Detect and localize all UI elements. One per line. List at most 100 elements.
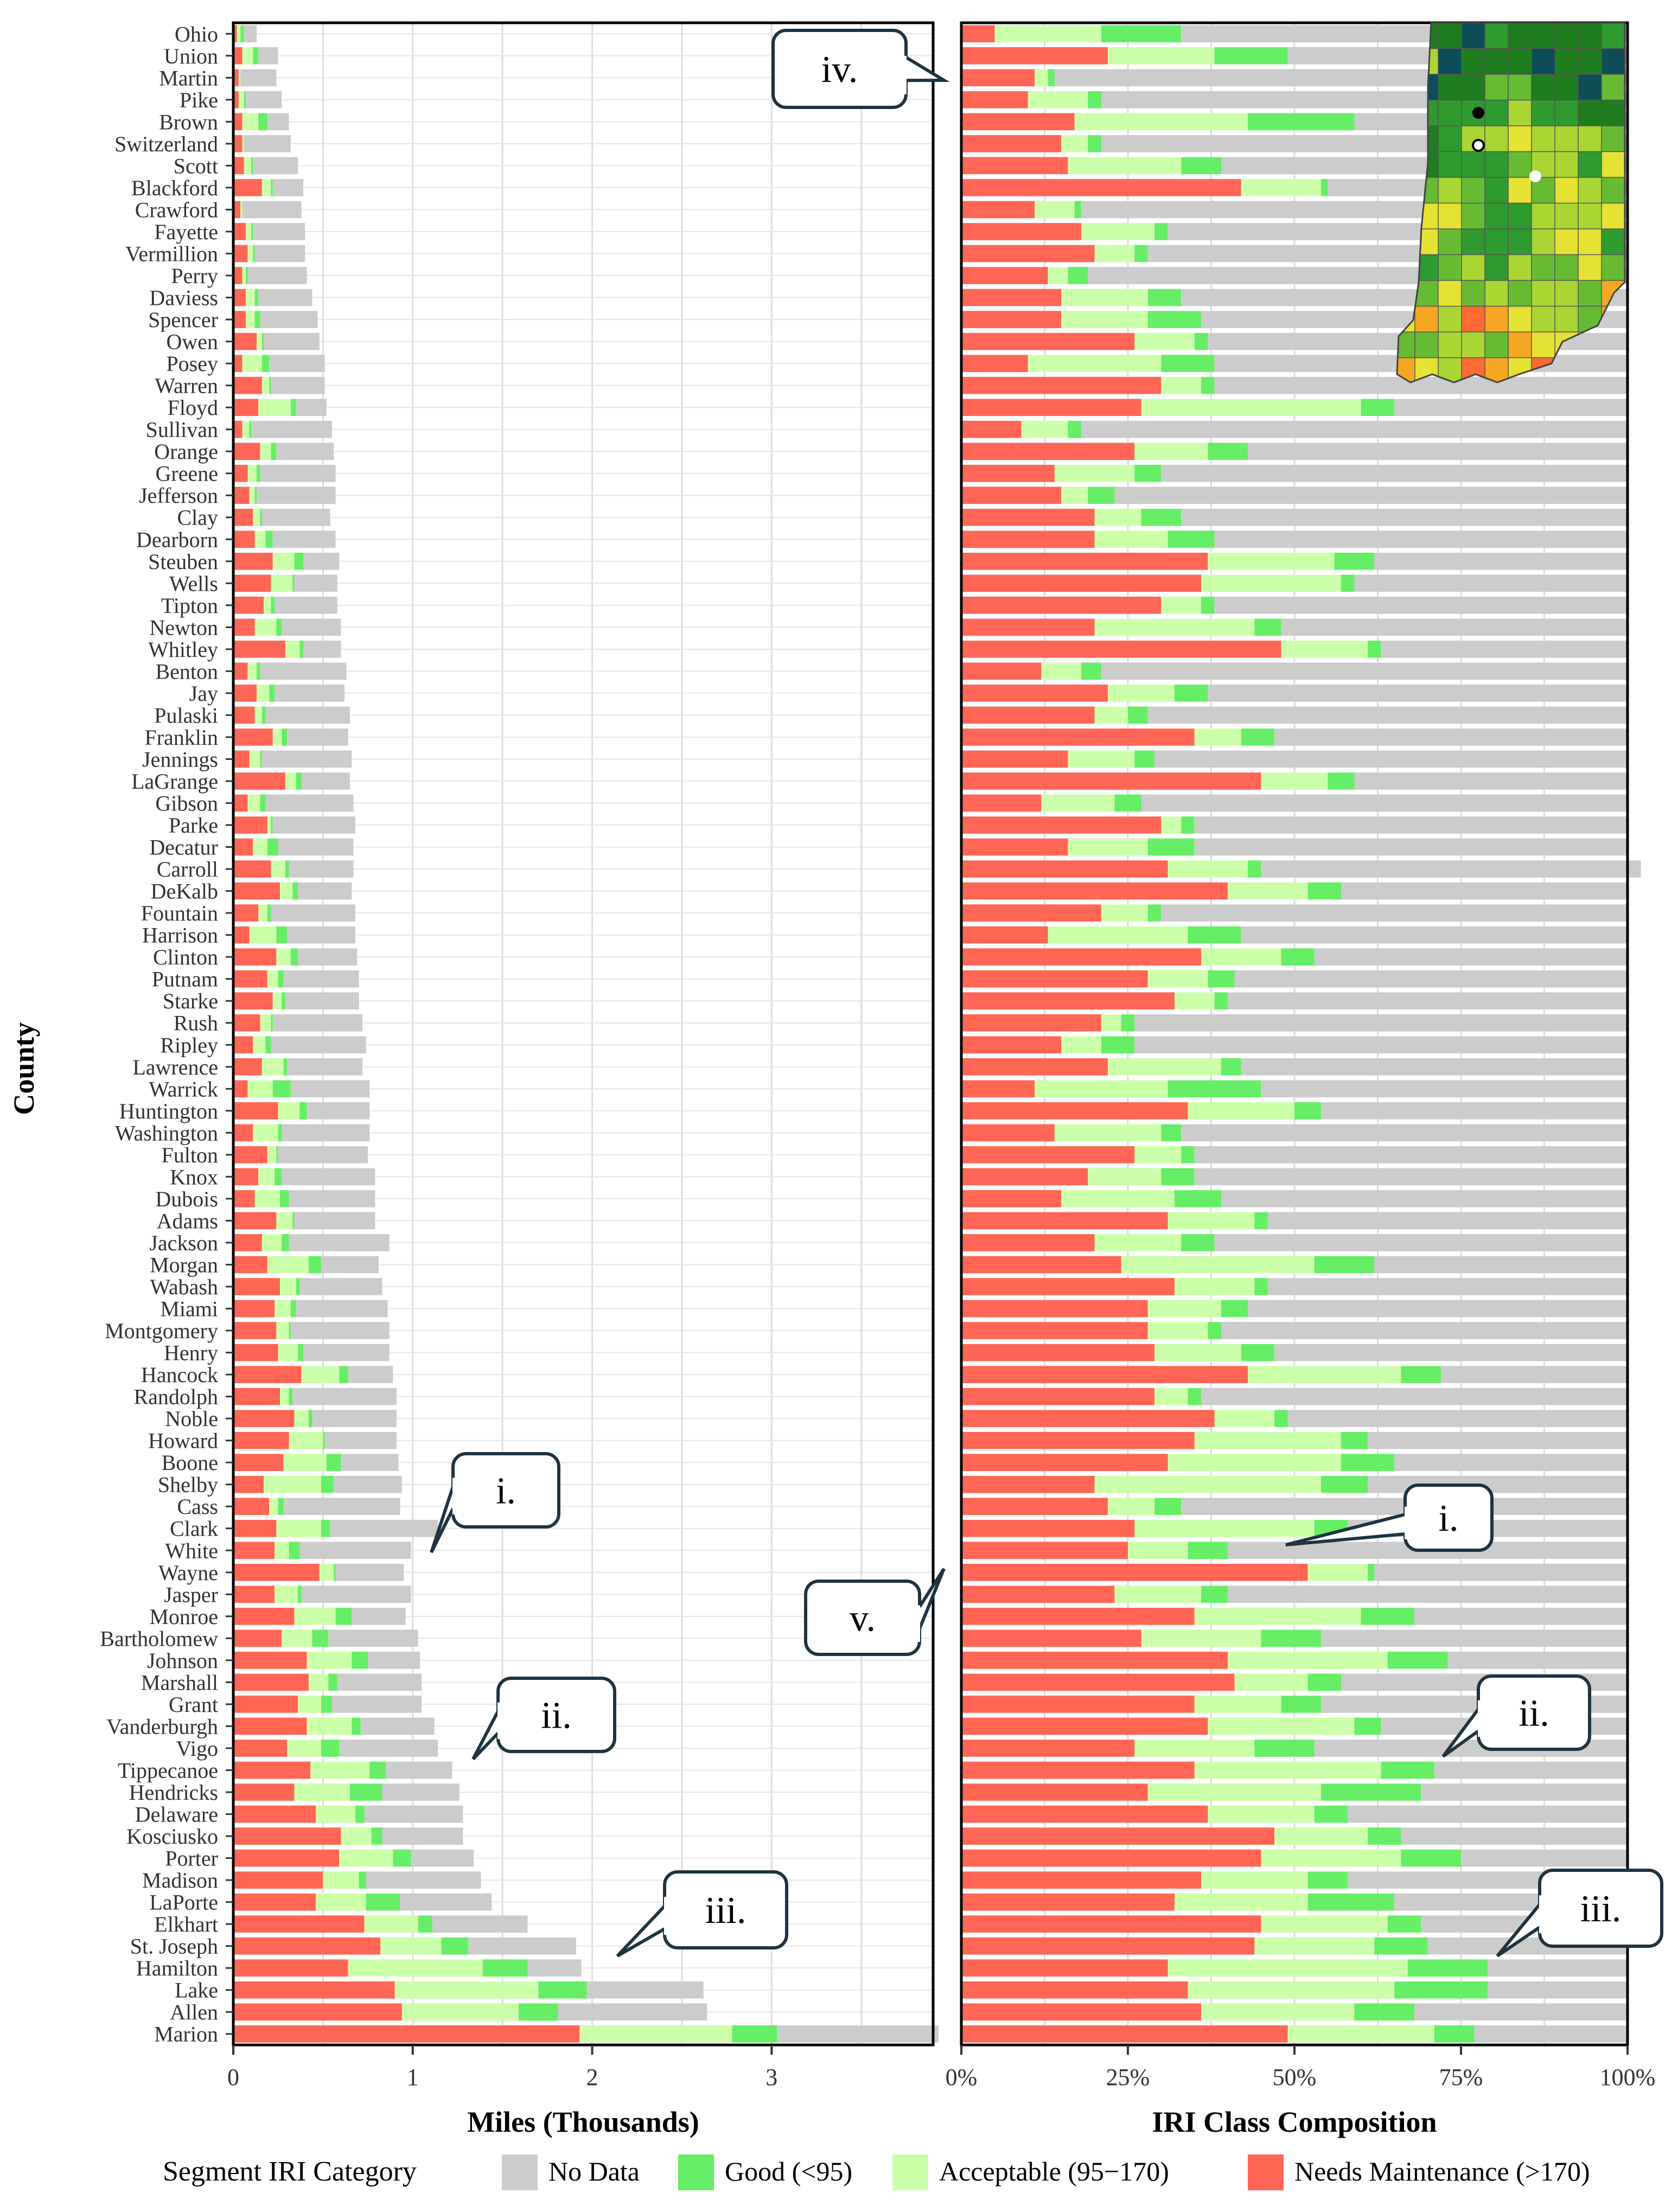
bar-segment-needs (961, 91, 1028, 108)
map-county (1578, 228, 1603, 255)
bar-segment-good (1368, 641, 1381, 658)
bar-segment-needs (961, 1542, 1128, 1559)
bar-segment-needs (233, 1014, 260, 1032)
bar-segment-acceptable (261, 179, 271, 196)
bar-segment-needs (233, 1563, 320, 1581)
bar-segment-acceptable (298, 1696, 322, 1713)
bar-segment-good (272, 1080, 291, 1098)
county-label: Tipton (161, 593, 218, 618)
left-x-axis-title: Miles (Thousands) (467, 2106, 699, 2138)
bar-segment-needs (233, 1937, 381, 1955)
bar-segment-needs (961, 135, 1062, 152)
map-county (1554, 125, 1579, 152)
county-label: Ripley (160, 1033, 218, 1057)
bar-segment-good (254, 487, 257, 504)
bar-segment-nodata (1241, 1058, 1628, 1076)
map-county (1578, 125, 1603, 152)
bar-segment-needs (961, 597, 1162, 614)
bar-segment-good (1081, 662, 1101, 680)
bar-segment-needs (961, 1322, 1148, 1339)
county-label: Hendricks (129, 1780, 218, 1805)
county-label: Spencer (148, 308, 218, 332)
bar-segment-good (282, 1234, 289, 1251)
bar-segment-good (321, 1740, 340, 1757)
bar-segment-acceptable (240, 201, 243, 219)
bar-segment-acceptable (1061, 311, 1148, 328)
county-label: Shelby (158, 1473, 218, 1497)
bar-segment-needs (233, 641, 285, 658)
bar-segment-nodata (1221, 1322, 1628, 1339)
bar-segment-needs (233, 311, 246, 328)
bar-segment-needs (961, 1761, 1195, 1779)
map-county (1508, 177, 1533, 204)
bar-segment-acceptable (253, 1036, 266, 1054)
bar-segment-nodata (287, 728, 348, 746)
bar-segment-nodata (282, 1168, 375, 1186)
bar-segment-nodata (386, 1761, 452, 1779)
bar-segment-acceptable (1201, 574, 1341, 592)
bar-segment-good (240, 25, 244, 43)
bar-segment-nodata (328, 1629, 418, 1647)
bar-segment-nodata (267, 113, 289, 131)
callout-label: iii. (1580, 1888, 1622, 1930)
bar-segment-nodata (253, 223, 305, 240)
bar-segment-nodata (254, 245, 305, 263)
bar-segment-good (1401, 1849, 1461, 1867)
bar-segment-nodata (331, 1696, 422, 1713)
bar-segment-nodata (1134, 1036, 1628, 1054)
map-county (1554, 228, 1579, 255)
callout: i. (1285, 1484, 1494, 1552)
bar-segment-needs (233, 1278, 280, 1295)
bar-segment-good (1101, 25, 1182, 43)
bar-segment-good (1307, 1673, 1341, 1691)
bar-segment-needs (233, 1454, 284, 1471)
bar-segment-good (369, 1761, 386, 1779)
bar-segment-acceptable (1228, 882, 1308, 900)
map-county (1484, 23, 1509, 49)
bar-segment-nodata (271, 904, 355, 922)
bar-segment-acceptable (1108, 685, 1175, 702)
bar-segment-needs (233, 508, 253, 526)
bar-segment-acceptable (1094, 245, 1135, 263)
callout-joint (497, 1702, 502, 1740)
bar-segment-good (1181, 157, 1221, 175)
bar-segment-good (1321, 1783, 1421, 1801)
map-county (1554, 305, 1579, 333)
bar-segment-nodata (586, 1981, 704, 1999)
bar-segment-acceptable (249, 750, 260, 768)
bar-segment-acceptable (283, 1454, 327, 1471)
county-label: Newton (149, 615, 218, 640)
county-label: Perry (171, 264, 218, 288)
bar-segment-acceptable (280, 882, 293, 900)
bar-segment-nodata (1414, 2003, 1628, 2021)
bar-segment-acceptable (267, 1256, 309, 1274)
bar-segment-needs (233, 728, 273, 746)
bar-segment-good (282, 992, 285, 1010)
bar-segment-good (1208, 443, 1248, 460)
county-tick-labels: OhioUnionMartinPikeBrownSwitzerlandScott… (100, 22, 233, 2047)
bar-segment-good (1368, 1563, 1375, 1581)
bar-segment-acceptable (1161, 816, 1182, 834)
county-label: Huntington (119, 1099, 218, 1123)
bar-segment-good (1208, 970, 1235, 988)
bar-segment-acceptable (272, 552, 295, 570)
bar-segment-nodata (341, 1454, 399, 1471)
county-label: Tippecanoe (118, 1758, 218, 1782)
bar-segment-needs (233, 1366, 302, 1383)
map-county (1554, 48, 1579, 75)
county-label: Jackson (149, 1231, 218, 1255)
bar-segment-acceptable (282, 1629, 312, 1647)
bar-segment-nodata (1461, 1849, 1628, 1867)
bar-segment-good (1254, 618, 1281, 636)
bar-segment-nodata (1181, 508, 1628, 526)
bar-segment-good (258, 113, 267, 131)
bar-segment-needs (961, 1937, 1255, 1955)
bar-segment-needs (233, 1475, 264, 1493)
bar-segment-nodata (271, 376, 325, 394)
bar-segment-nodata (287, 1058, 363, 1076)
bar-segment-acceptable (254, 618, 277, 636)
county-label: Johnson (147, 1648, 218, 1673)
bar-segment-nodata (257, 487, 336, 504)
bar-segment-good (269, 376, 271, 394)
bar-segment-acceptable (276, 948, 291, 966)
